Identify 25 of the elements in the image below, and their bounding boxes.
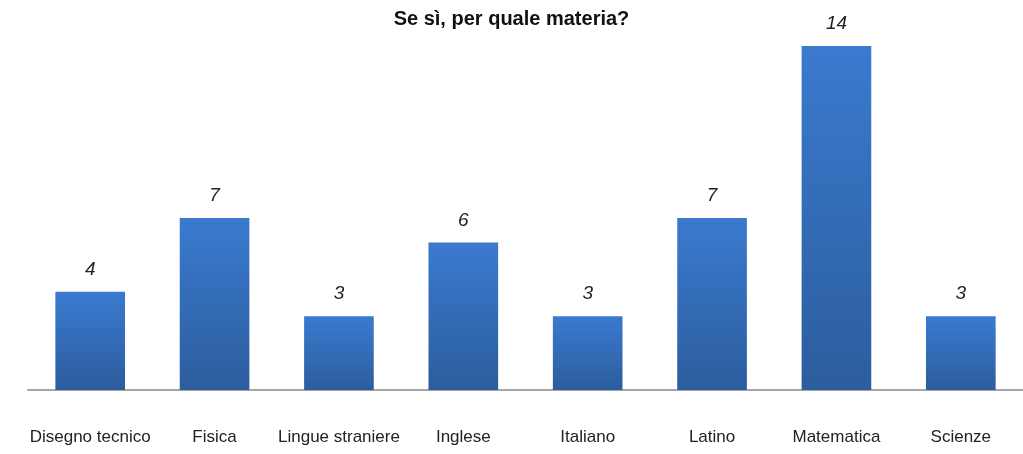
bar	[428, 242, 499, 390]
data-label: 6	[458, 208, 470, 230]
data-label: 7	[706, 184, 719, 205]
data-label: 3	[582, 282, 594, 304]
bar	[801, 46, 872, 390]
x-tick-label: Inglese	[435, 427, 491, 446]
x-tick-label: Lingue straniere	[277, 427, 400, 446]
x-tick-label: Disegno tecnico	[29, 427, 151, 446]
x-tick-label: Matematica	[792, 427, 881, 446]
data-label: 4	[84, 257, 96, 279]
data-label: 3	[333, 282, 345, 304]
bar	[55, 291, 126, 390]
bar	[552, 316, 623, 390]
x-tick-label: Latino	[688, 427, 736, 446]
bar	[304, 316, 374, 390]
bar	[925, 316, 996, 390]
data-label: 7	[209, 184, 222, 205]
bar	[677, 218, 747, 390]
data-label: 14	[825, 12, 848, 33]
bar	[179, 218, 250, 390]
x-tick-label: Scienze	[930, 427, 992, 446]
x-tick-label: Fisica	[192, 427, 238, 446]
x-tick-label: Italiano	[560, 427, 616, 446]
chart-title: Se sì, per quale materia?	[393, 7, 630, 29]
data-label: 3	[955, 282, 967, 304]
